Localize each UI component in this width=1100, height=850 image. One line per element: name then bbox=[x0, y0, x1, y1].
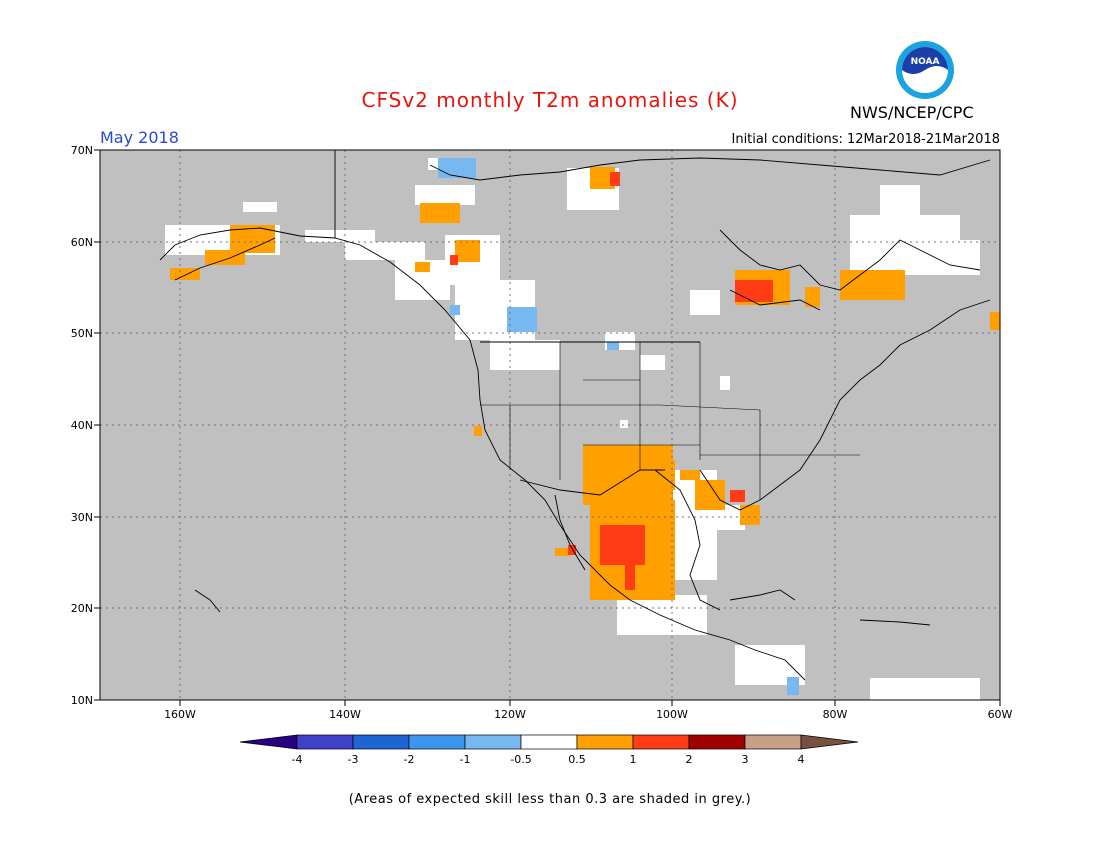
lat-label: 60N bbox=[71, 236, 93, 249]
initial-conditions: Initial conditions: 12Mar2018-21Mar2018 bbox=[731, 132, 1001, 147]
lat-label: 20N bbox=[71, 602, 93, 615]
colorbar-box bbox=[408, 734, 466, 750]
noaa-logo: NOAA bbox=[895, 40, 955, 100]
us-state-lines bbox=[480, 342, 860, 500]
colorbar-box bbox=[296, 734, 354, 750]
colorbar-box bbox=[632, 734, 690, 750]
colorbar-tick-label: 4 bbox=[798, 753, 805, 766]
lon-label: 100W bbox=[656, 708, 688, 721]
longitude-ticks: 160W 140W 120W 100W 80W 60W bbox=[164, 700, 1013, 721]
colorbar-end-right bbox=[800, 734, 859, 750]
noaa-logo-text: NOAA bbox=[911, 57, 940, 67]
latitude-ticks: 70N 60N 50N 40N 30N 20N 10N bbox=[71, 144, 100, 707]
agency-label: NWS/NCEP/CPC bbox=[850, 103, 974, 122]
colorbar-tick-label: 0.5 bbox=[568, 753, 586, 766]
colorbar-tick-label: 1 bbox=[630, 753, 637, 766]
colorbar-labels: -4 -3 -2 -1 -0.5 0.5 1 2 3 4 bbox=[292, 753, 805, 766]
colorbar-box bbox=[744, 734, 802, 750]
colorbar-box bbox=[464, 734, 522, 750]
colorbar-box bbox=[520, 734, 578, 750]
colorbar-tick-label: -3 bbox=[348, 753, 359, 766]
colorbar-end-left bbox=[239, 734, 298, 750]
lat-label: 70N bbox=[71, 144, 93, 157]
colorbar-boxes bbox=[239, 734, 859, 750]
colorbar-box bbox=[576, 734, 634, 750]
map-title: CFSv2 monthly T2m anomalies (K) bbox=[361, 88, 739, 112]
lon-label: 120W bbox=[494, 708, 526, 721]
skill-note: (Areas of expected skill less than 0.3 a… bbox=[348, 792, 752, 807]
lon-label: 140W bbox=[329, 708, 361, 721]
lat-label: 10N bbox=[71, 694, 93, 707]
strong-above-normal-regions bbox=[450, 172, 773, 590]
coastlines bbox=[159, 150, 991, 681]
lon-label: 80W bbox=[823, 708, 848, 721]
above-normal-regions bbox=[170, 167, 1000, 600]
graticule bbox=[100, 150, 1000, 700]
colorbar-tick-label: -2 bbox=[404, 753, 415, 766]
forecast-period: May 2018 bbox=[100, 128, 179, 147]
lon-label: 160W bbox=[164, 708, 196, 721]
colorbar-tick-label: -4 bbox=[292, 753, 303, 766]
colorbar-tick-label: -1 bbox=[460, 753, 471, 766]
lat-label: 50N bbox=[71, 327, 93, 340]
lat-label: 30N bbox=[71, 511, 93, 524]
colorbar-tick-label: 3 bbox=[742, 753, 749, 766]
lon-label: 60W bbox=[988, 708, 1013, 721]
below-normal-regions bbox=[438, 158, 799, 695]
colorbar-tick-label: -0.5 bbox=[510, 753, 531, 766]
near-normal-regions bbox=[165, 158, 980, 700]
colorbar-box bbox=[688, 734, 746, 750]
colorbar-box bbox=[352, 734, 410, 750]
colorbar-tick-label: 2 bbox=[686, 753, 693, 766]
lat-label: 40N bbox=[71, 419, 93, 432]
